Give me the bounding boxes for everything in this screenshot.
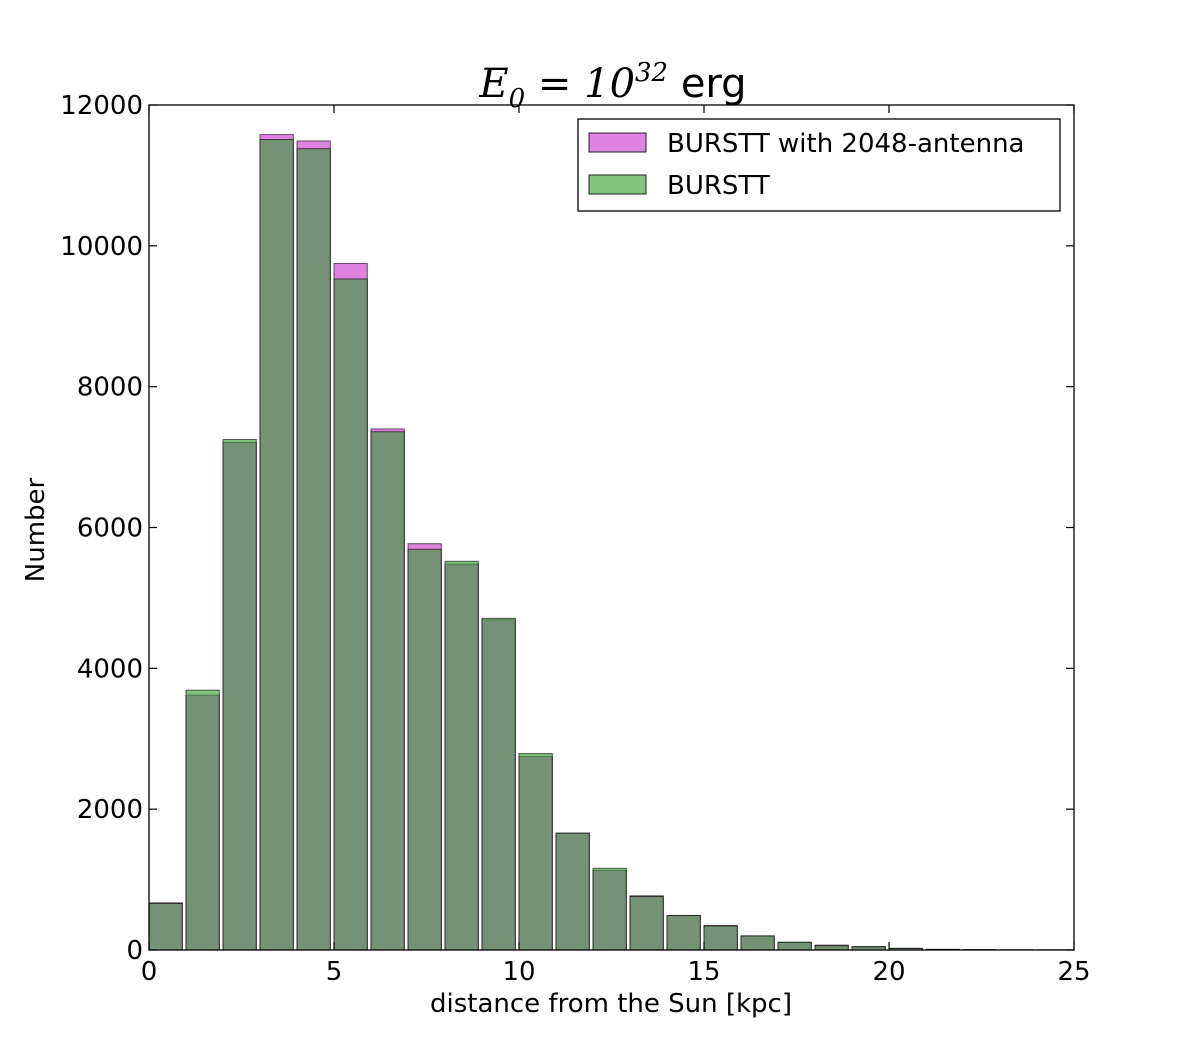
x-tick-label-4: 20 xyxy=(872,957,905,987)
legend-swatch-burstt xyxy=(588,174,647,195)
bar-1-7 xyxy=(407,548,442,951)
bar-1-8 xyxy=(444,560,479,951)
legend-swatch-burstt-2048 xyxy=(588,132,647,153)
bar-1-6 xyxy=(370,431,405,951)
chart-title: E0 = 1032 erg xyxy=(478,58,746,114)
legend-label-burstt: BURSTT xyxy=(667,171,770,201)
bar-1-16 xyxy=(740,935,775,951)
bars-layer xyxy=(148,134,1071,951)
title-math-subscript: 0 xyxy=(509,84,526,114)
x-tick-label-2: 10 xyxy=(502,957,535,987)
x-tick-label-3: 15 xyxy=(687,957,720,987)
bar-1-13 xyxy=(629,895,664,951)
bar-1-17 xyxy=(777,941,812,951)
bar-1-2 xyxy=(222,438,257,951)
bar-1-4 xyxy=(296,148,331,951)
y-tick-label-0: 0 xyxy=(126,936,143,966)
bar-1-15 xyxy=(703,925,738,951)
x-tick-label-0: 0 xyxy=(141,957,158,987)
y-tick-label-6: 12000 xyxy=(60,91,143,121)
bar-1-9 xyxy=(481,617,516,951)
legend-box xyxy=(577,118,1061,212)
bar-1-11 xyxy=(555,832,590,951)
ticks-layer: 0 5 10 15 20 25 0 2000 4000 6000 8000 10000 12000 xyxy=(60,91,1090,987)
title-math-base: E xyxy=(478,61,508,107)
bar-1-10 xyxy=(518,753,553,951)
legend-label-burstt-2048: BURSTT with 2048-antenna xyxy=(667,129,1024,159)
title-math-superscript: 32 xyxy=(635,58,668,88)
y-tick-label-2: 4000 xyxy=(77,654,143,684)
y-tick-label-4: 8000 xyxy=(77,373,143,403)
x-tick-label-5: 25 xyxy=(1057,957,1090,987)
bar-1-1 xyxy=(185,689,220,951)
bar-1-0 xyxy=(148,903,183,951)
legend: BURSTT with 2048-antenna BURSTT xyxy=(577,118,1061,212)
x-tick-label-1: 5 xyxy=(326,957,343,987)
bar-1-12 xyxy=(592,867,627,951)
y-tick-label-1: 2000 xyxy=(77,795,143,825)
y-tick-label-3: 6000 xyxy=(77,514,143,544)
title-suffix: erg xyxy=(668,61,746,107)
x-axis-label: distance from the Sun [kpc] xyxy=(430,989,792,1019)
bar-1-3 xyxy=(259,139,294,951)
bar-1-14 xyxy=(666,915,701,951)
y-axis-label: Number xyxy=(21,477,51,582)
bar-1-5 xyxy=(333,278,368,951)
bar-series-1 xyxy=(148,139,1071,951)
y-tick-label-5: 10000 xyxy=(60,232,143,262)
title-math-equals: = 10 xyxy=(525,61,635,107)
